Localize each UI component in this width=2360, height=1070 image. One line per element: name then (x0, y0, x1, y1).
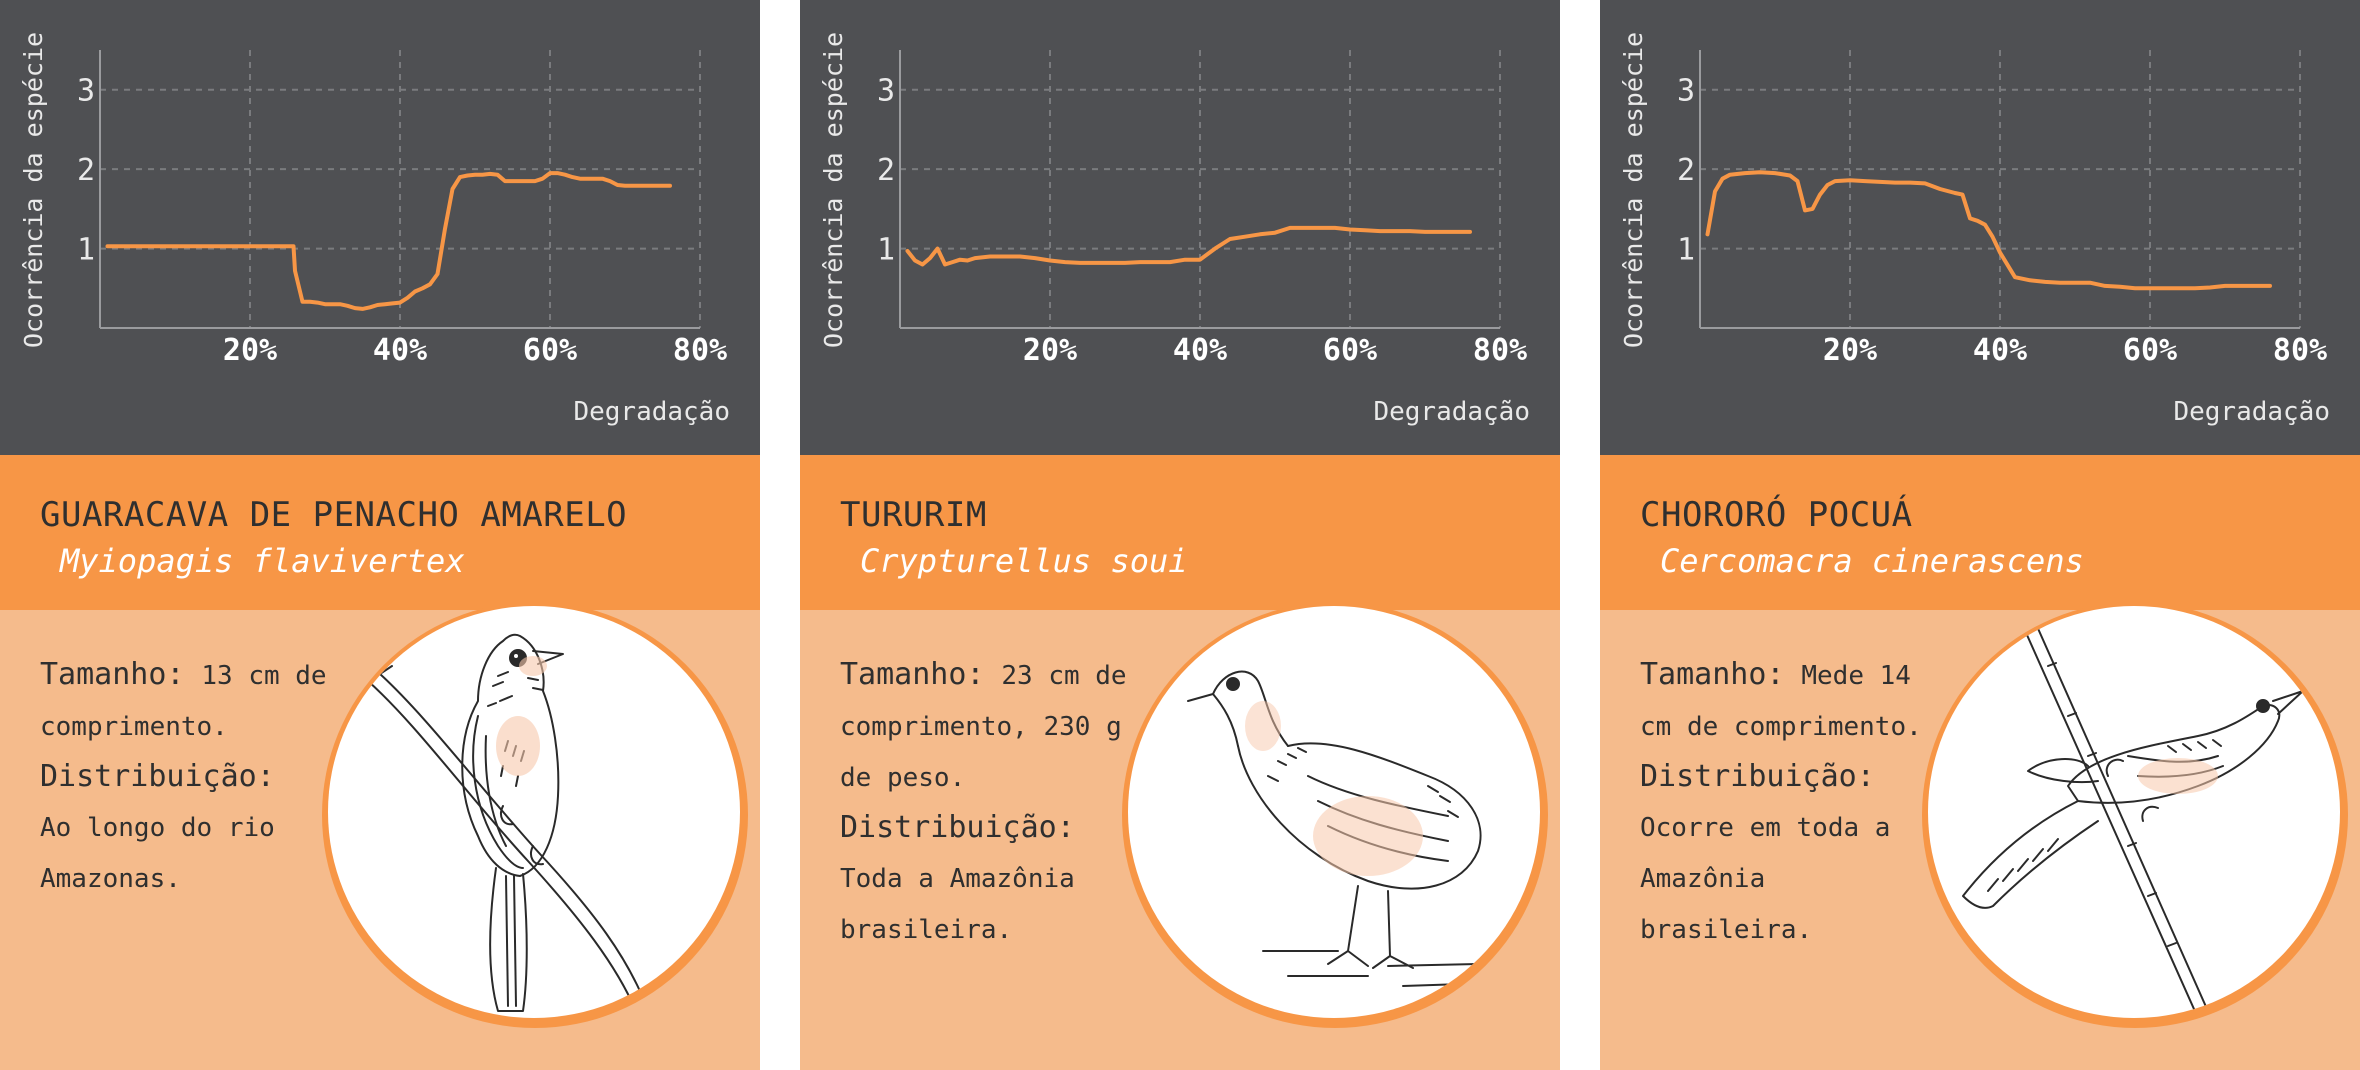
size-label: Tamanho: (840, 657, 985, 692)
species-card-3: 1 2 3 20% 40% 60% 80% Degradação Ocorrência da e… (1600, 0, 2360, 1070)
x-tick-label: 20% (1823, 333, 1877, 368)
species-info: Tamanho: Mede 14 cm de comprimento. Dist… (1640, 650, 1940, 955)
y-tick-label: 1 (1677, 233, 1695, 268)
distribution-text: Ocorre em toda a Amazônia brasileira. (1640, 813, 1891, 945)
occurrence-line (105, 171, 672, 311)
perched-flycatcher-illustration-icon (357, 633, 651, 1017)
antbird-illustration-icon (1962, 623, 2304, 1018)
distribution-label: Distribuição: (1640, 759, 1875, 794)
x-tick-label: 60% (1323, 333, 1377, 368)
illustration-frame (1922, 602, 2348, 1028)
y-tick-label: 3 (877, 74, 895, 109)
chart-panel: 1 2 3 20% 40% 60% 80% Degradação Ocorrência da e… (1600, 0, 2360, 455)
occurrence-chart: 1 2 3 20% 40% 60% 80% Degradação Ocorrência da e… (1619, 32, 2330, 427)
size-text: Mede 14 cm de comprimento. (1640, 661, 1922, 742)
species-card-2: 1 2 3 20% 40% 60% 80% Degradação Ocorrência da e… (800, 0, 1560, 1070)
x-tick-label: 80% (1473, 333, 1527, 368)
scientific-name: Myiopagis flavivertex (60, 542, 465, 580)
name-band: TURURIM Crypturellus soui (800, 455, 1560, 610)
y-axis-label: Ocorrência da espécie (19, 32, 48, 348)
size-label: Tamanho: (1640, 657, 1785, 692)
illustration-frame (1122, 602, 1548, 1028)
x-tick-label: 80% (2273, 333, 2327, 368)
chart-panel: 1 2 3 20% 40% 60% 80% Degradação Ocorrência da e… (0, 0, 760, 455)
occurrence-chart: 1 2 3 20% 40% 60% 80% Degradação Ocorrência da e… (19, 32, 730, 427)
occurrence-chart: 1 2 3 20% 40% 60% 80% Degradação Ocorrência da e… (819, 32, 1530, 427)
size-label: Tamanho: (40, 657, 185, 692)
distribution-label: Distribuição: (840, 810, 1075, 845)
y-tick-label: 3 (1677, 74, 1695, 109)
common-name: CHORORÓ POCUÁ (1640, 495, 1913, 535)
x-tick-label: 40% (1973, 333, 2027, 368)
distribution-text: Toda a Amazônia brasileira. (840, 864, 1075, 945)
y-axis-label: Ocorrência da espécie (1619, 32, 1648, 348)
size-text: 23 cm de comprimento, 230 g de peso. (840, 661, 1127, 793)
tinamou-illustration-icon (1187, 670, 1482, 987)
y-tick-label: 3 (77, 74, 95, 109)
illustration-frame (322, 602, 748, 1028)
species-card-1: 1 2 3 20% 40% 60% 80% Degradação Ocorrência da e… (0, 0, 760, 1070)
species-info: Tamanho: 23 cm de comprimento, 230 g de … (840, 650, 1140, 955)
x-tick-label: 40% (373, 333, 427, 368)
x-axis-label: Degradação (573, 397, 730, 427)
chart-panel: 1 2 3 20% 40% 60% 80% Degradação Ocorrência da e… (800, 0, 1560, 455)
name-band: GUARACAVA DE PENACHO AMARELO Myiopagis f… (0, 455, 760, 610)
y-tick-label: 2 (877, 153, 895, 188)
distribution-text: Ao longo do rio Amazonas. (40, 813, 275, 894)
x-tick-label: 60% (2123, 333, 2177, 368)
y-tick-label: 2 (77, 153, 95, 188)
occurrence-line (905, 225, 1472, 267)
x-tick-label: 80% (673, 333, 727, 368)
scientific-name: Crypturellus soui (860, 542, 1188, 580)
species-info: Tamanho: 13 cm de comprimento. Distribui… (40, 650, 340, 904)
y-tick-label: 1 (877, 233, 895, 268)
x-tick-label: 60% (523, 333, 577, 368)
occurrence-line (1705, 170, 2272, 291)
y-tick-label: 2 (1677, 153, 1695, 188)
x-tick-label: 20% (223, 333, 277, 368)
y-tick-label: 1 (77, 233, 95, 268)
distribution-label: Distribuição: (40, 759, 275, 794)
x-axis-label: Degradação (2173, 397, 2330, 427)
x-axis-label: Degradação (1373, 397, 1530, 427)
size-text: 13 cm de comprimento. (40, 661, 327, 742)
x-tick-label: 20% (1023, 333, 1077, 368)
x-tick-label: 40% (1173, 333, 1227, 368)
common-name: GUARACAVA DE PENACHO AMARELO (40, 495, 628, 535)
y-axis-label: Ocorrência da espécie (819, 32, 848, 348)
scientific-name: Cercomacra cinerascens (1660, 542, 2084, 580)
common-name: TURURIM (840, 495, 987, 535)
name-band: CHORORÓ POCUÁ Cercomacra cinerascens (1600, 455, 2360, 610)
